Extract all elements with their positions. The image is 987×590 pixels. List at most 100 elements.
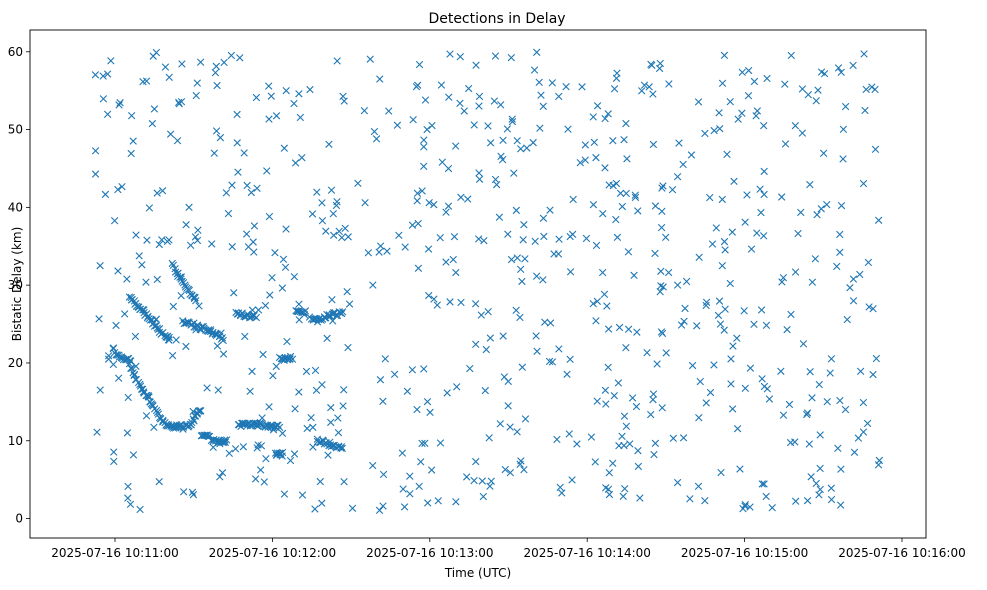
y-tick-label: 30 xyxy=(8,278,23,292)
detection-point xyxy=(282,86,290,95)
detection-point xyxy=(96,261,104,270)
detection-point xyxy=(424,245,433,253)
detection-point xyxy=(472,61,480,69)
detection-point xyxy=(813,211,821,219)
detection-point xyxy=(518,363,527,371)
detection-point xyxy=(227,51,236,60)
detection-point xyxy=(344,343,352,352)
detection-point xyxy=(794,229,802,238)
detection-point xyxy=(302,367,311,376)
detection-point xyxy=(283,337,291,346)
detection-point xyxy=(499,136,507,144)
detection-point xyxy=(248,367,256,376)
detection-point xyxy=(657,328,666,336)
detection-point xyxy=(182,221,190,229)
detection-point xyxy=(716,124,724,133)
detection-point xyxy=(456,99,464,108)
detection-point xyxy=(379,470,388,479)
detection-point xyxy=(517,145,525,153)
detection-point xyxy=(129,451,138,459)
detection-point xyxy=(240,149,248,157)
detection-point xyxy=(563,370,571,378)
detection-point xyxy=(792,497,800,505)
detection-point xyxy=(477,311,485,319)
detection-point xyxy=(806,367,814,376)
detection-point xyxy=(152,48,161,57)
detection-point xyxy=(421,96,430,104)
detection-point xyxy=(819,149,828,157)
y-axis-label: Bistatic Delay (km) xyxy=(10,227,24,342)
detection-point xyxy=(540,232,548,241)
detection-point xyxy=(759,232,768,240)
detection-point xyxy=(651,249,659,258)
detection-point xyxy=(803,496,812,505)
detection-point xyxy=(548,79,557,87)
detection-point xyxy=(252,93,261,102)
detection-point xyxy=(127,111,136,120)
detection-point xyxy=(423,125,431,134)
detection-point xyxy=(728,405,737,413)
detection-point xyxy=(786,438,795,447)
detection-point xyxy=(354,179,362,187)
detection-point xyxy=(291,159,300,167)
detection-point xyxy=(366,55,374,63)
detection-point xyxy=(581,156,589,164)
detection-point xyxy=(193,236,202,245)
detection-point xyxy=(233,110,241,119)
detection-point xyxy=(849,297,858,305)
detection-point xyxy=(123,275,131,283)
detection-point xyxy=(859,398,868,407)
detection-point xyxy=(379,397,387,406)
detection-point xyxy=(519,236,527,244)
detection-point xyxy=(486,139,495,147)
detection-point xyxy=(701,496,709,505)
detection-point xyxy=(636,494,644,502)
detection-point xyxy=(165,73,173,82)
detection-point xyxy=(620,441,628,450)
detection-point xyxy=(658,404,666,412)
detection-point xyxy=(261,301,270,310)
detection-point xyxy=(738,109,746,117)
detection-point xyxy=(760,480,768,488)
detection-point xyxy=(783,325,791,334)
detection-point xyxy=(414,219,422,228)
detection-point xyxy=(260,478,268,486)
detection-point xyxy=(849,61,857,70)
detection-point xyxy=(816,485,824,494)
detection-point xyxy=(451,142,460,150)
detection-point xyxy=(521,255,529,263)
detection-point xyxy=(212,127,221,135)
detection-point xyxy=(539,102,547,111)
detection-point xyxy=(836,396,844,405)
detection-point xyxy=(610,85,619,93)
detection-point xyxy=(869,304,877,313)
detection-point xyxy=(859,179,868,188)
y-axis: 0 10 20 30 40 50 60 xyxy=(8,45,30,526)
x-tick-label: 2025-07-16 10:16:00 xyxy=(838,546,965,560)
detection-point xyxy=(369,281,377,289)
detection-point xyxy=(604,325,613,333)
detection-point xyxy=(99,72,107,80)
detection-point xyxy=(340,97,348,105)
detection-point xyxy=(609,181,617,190)
detection-point xyxy=(614,379,623,387)
detection-point xyxy=(874,461,883,469)
detection-point xyxy=(186,241,195,249)
detection-point xyxy=(211,68,220,77)
detection-point xyxy=(116,99,124,107)
detection-point xyxy=(415,482,423,490)
detection-point xyxy=(763,385,772,393)
detection-point xyxy=(815,491,823,499)
detection-point xyxy=(546,319,555,327)
detection-point xyxy=(344,233,352,241)
detection-point xyxy=(430,200,438,209)
track-point xyxy=(278,448,287,457)
detection-point xyxy=(109,360,118,369)
detection-point xyxy=(655,64,664,73)
detection-point xyxy=(712,224,720,232)
detection-point xyxy=(203,384,211,392)
detection-point xyxy=(427,466,436,474)
detection-point xyxy=(537,91,545,99)
detection-point xyxy=(622,422,631,430)
detection-point xyxy=(799,340,808,348)
